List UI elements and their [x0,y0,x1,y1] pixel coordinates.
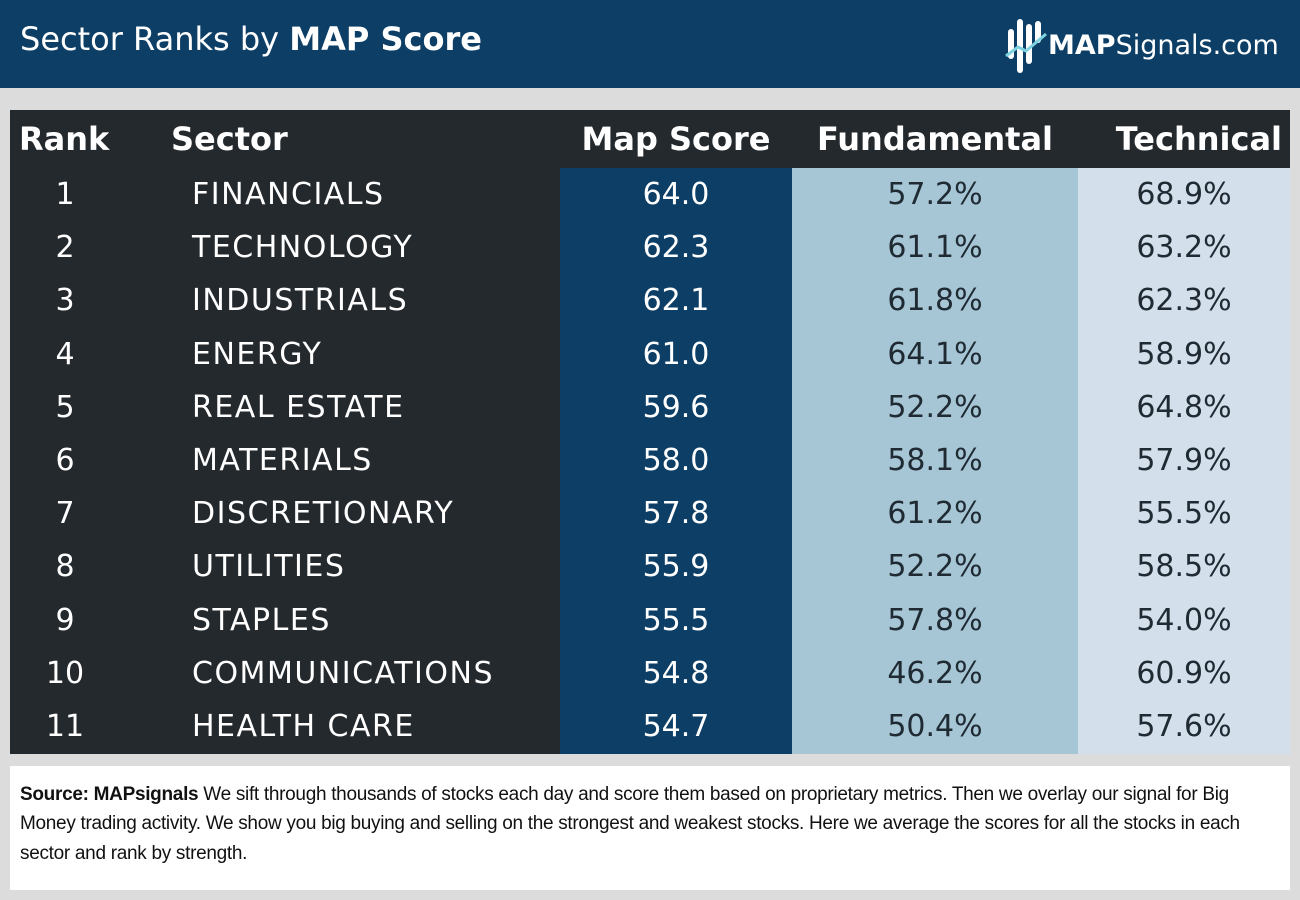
cell-technical: 64.8% [1136,389,1232,425]
map-signals-logo-icon [1005,19,1047,73]
header-technical: Technical [1115,120,1282,158]
table-row: 10 COMMUNICATIONS 54.8 46.2% 60.9% [10,647,1290,700]
cell-technical: 57.6% [1136,708,1232,744]
cell-sector: FINANCIALS [192,177,385,212]
table-row: 3 INDUSTRIALS 62.1 61.8% 62.3% [10,274,1290,327]
brand-logo: MAPSignals.com [1004,16,1294,76]
table-row: 6 MATERIALS 58.0 58.1% 57.9% [10,434,1290,487]
cell-fundamental: 61.2% [887,496,983,532]
cell-rank: 3 [55,283,75,319]
table-row: 11 HEALTH CARE 54.7 50.4% 57.6% [10,700,1290,753]
cell-technical: 60.9% [1136,655,1232,691]
cell-rank: 1 [55,177,75,212]
cell-technical: 62.3% [1136,283,1232,319]
cell-sector: REAL ESTATE [192,389,405,425]
cell-technical: 68.9% [1136,177,1232,212]
table-body: 1 FINANCIALS 64.0 57.2% 68.9% 2 TECHNOLOGY 62.3… [10,168,1290,753]
cell-fundamental: 52.2% [887,389,983,425]
cell-rank: 8 [55,549,75,585]
header-map-score: Map Score [581,120,771,158]
cell-sector: DISCRETIONARY [192,496,455,532]
cell-map-score: 58.0 [642,442,710,478]
cell-rank: 6 [55,442,75,478]
cell-fundamental: 64.1% [887,336,983,372]
cell-fundamental: 50.4% [887,708,983,744]
cell-technical: 57.9% [1136,442,1232,478]
cell-fundamental: 57.8% [887,602,983,638]
table-row: 7 DISCRETIONARY 57.8 61.2% 55.5% [10,487,1290,540]
title-regular: Sector Ranks by [20,20,290,58]
footer-description: We sift through thousands of stocks each… [20,784,1240,864]
cell-rank: 5 [55,389,75,425]
cell-rank: 10 [45,655,85,691]
cell-rank: 9 [55,602,75,638]
title-bold: MAP Score [289,20,482,58]
cell-map-score: 55.5 [642,602,710,638]
cell-map-score: 62.1 [642,283,710,319]
cell-technical: 63.2% [1136,230,1232,266]
cell-sector: MATERIALS [192,442,373,478]
cell-fundamental: 58.1% [887,442,983,478]
cell-technical: 54.0% [1136,602,1232,638]
cell-map-score: 59.6 [642,389,710,425]
source-label: Source: MAPsignals [20,784,199,805]
fundamental-column-band [792,168,1078,754]
cell-map-score: 54.7 [642,708,710,744]
table-row: 5 REAL ESTATE 59.6 52.2% 64.8% [10,381,1290,434]
header-sector: Sector [171,120,288,158]
cell-fundamental: 52.2% [887,549,983,585]
cell-sector: HEALTH CARE [192,708,415,744]
brand-regular: Signals.com [1115,30,1279,61]
header-rank: Rank [19,120,110,158]
cell-sector: INDUSTRIALS [192,283,409,319]
cell-fundamental: 57.2% [887,177,983,212]
cell-sector: COMMUNICATIONS [192,655,494,691]
cell-map-score: 64.0 [642,177,710,212]
cell-sector: STAPLES [192,602,331,638]
cell-rank: 4 [55,336,75,372]
cell-map-score: 61.0 [642,336,710,372]
cell-rank: 7 [55,496,75,532]
page-title: Sector Ranks by MAP Score [20,20,482,58]
cell-map-score: 54.8 [642,655,710,691]
table-row: 2 TECHNOLOGY 62.3 61.1% 63.2% [10,221,1290,274]
header-bar: Sector Ranks by MAP Score MAPSignals.com [0,0,1300,88]
footer-text: Source: MAPsignals We sift through thous… [10,766,1290,868]
cell-technical: 58.5% [1136,549,1232,585]
cell-map-score: 57.8 [642,496,710,532]
map-score-column-band [560,168,792,754]
cell-technical: 55.5% [1136,496,1232,532]
table-row: 9 STAPLES 55.5 57.8% 54.0% [10,594,1290,647]
cell-sector: UTILITIES [192,549,346,585]
sector-rank-table: Rank Sector Map Score Fundamental Techni… [10,110,1290,754]
technical-column-band [1078,168,1290,754]
cell-fundamental: 61.8% [887,283,983,319]
cell-fundamental: 61.1% [887,230,983,266]
footer-note: Source: MAPsignals We sift through thous… [10,766,1290,890]
cell-map-score: 62.3 [642,230,710,266]
cell-rank: 11 [45,708,85,744]
cell-rank: 2 [55,230,75,266]
table-row: 8 UTILITIES 55.9 52.2% 58.5% [10,540,1290,593]
cell-sector: TECHNOLOGY [192,230,414,266]
brand-text: MAPSignals.com [1048,30,1279,61]
brand-bold: MAP [1048,30,1116,61]
cell-technical: 58.9% [1136,336,1232,372]
cell-fundamental: 46.2% [887,655,983,691]
table-row: 1 FINANCIALS 64.0 57.2% 68.9% [10,168,1290,221]
cell-sector: ENERGY [192,336,323,372]
header-fundamental: Fundamental [816,120,1053,158]
table-row: 4 ENERGY 61.0 64.1% 58.9% [10,328,1290,381]
cell-map-score: 55.9 [642,549,710,585]
